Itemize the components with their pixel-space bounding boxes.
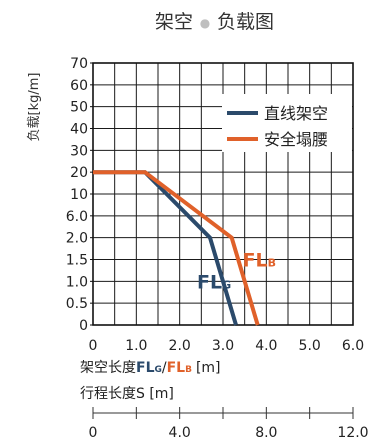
annotation-flb-main: FL (243, 250, 268, 272)
x-tick-label-5: 5.0 (299, 338, 321, 354)
x-axis-ticks: 0 1.0 2.0 3.0 4.0 5.0 6.0 (89, 338, 365, 354)
y-axis-label: 负载[kg/m] (27, 73, 42, 142)
y-axis-ticks: 0 0.5 1.0 1.5 2.0 6.0 10 20 30 40 50 60 70 (66, 56, 93, 334)
y-tick-label-6: 10 (70, 187, 88, 203)
y-tick-label-12: 70 (70, 56, 88, 72)
x-tick-label-3: 3.0 (212, 338, 234, 354)
y-tick-label-1: 0.5 (66, 296, 88, 312)
y-tick-label-9: 40 (70, 122, 88, 138)
x-axis-label-slash: / (162, 360, 167, 376)
y-tick-label-10: 50 (70, 100, 88, 116)
title-separator-dot: ● (200, 16, 210, 30)
x-axis-label-flb-sub: B (185, 365, 192, 375)
x-axis-label-flg-sub: G (154, 365, 161, 375)
x-tick-label-0: 0 (89, 338, 98, 354)
stroke-axis: 0 4.0 8.0 12.0 (89, 407, 369, 441)
annotation-flb: FLB (243, 250, 276, 272)
x-axis-label-flb: FL (167, 360, 186, 376)
series-line-1 (93, 170, 260, 326)
stroke-axis-tick-label-3: 12.0 (337, 425, 368, 441)
x-axis-label-text: 架空长度 (80, 360, 136, 376)
y-tick-label-3: 1.5 (66, 253, 88, 269)
x-tick-label-2: 2.0 (169, 338, 191, 354)
y-tick-label-2: 1.0 (66, 274, 88, 290)
legend-label-straight: 直线架空 (264, 104, 328, 123)
x-axis-label-unit: [m] (196, 360, 221, 376)
title-left-text: 架空 (155, 11, 193, 33)
annotations: FLB FLG (197, 250, 276, 294)
series-lines (93, 170, 260, 326)
annotation-flg-main: FL (197, 271, 222, 293)
title-right-text: 负载图 (217, 11, 274, 33)
x-tick-label-4: 4.0 (255, 338, 277, 354)
stroke-axis-tick-label-1: 4.0 (169, 425, 191, 441)
y-tick-label-5: 6.0 (66, 209, 88, 225)
y-tick-label-11: 60 (70, 78, 88, 94)
chart-title: 架空 ● 负载图 (155, 11, 274, 33)
x-tick-label-6: 6.0 (342, 338, 364, 354)
x-axis-label: 架空长度FLG/FLB [m] (80, 360, 221, 376)
annotation-flb-sub: B (268, 257, 276, 270)
y-tick-label-8: 30 (70, 143, 88, 159)
legend-label-sag: 安全塌腰 (264, 130, 328, 149)
stroke-axis-tick-label-0: 0 (89, 425, 98, 441)
annotation-flg: FLG (197, 271, 231, 293)
y-tick-label-7: 20 (70, 165, 88, 181)
legend-background (222, 94, 352, 152)
annotation-flg-sub: G (222, 278, 231, 291)
x-tick-label-1: 1.0 (125, 338, 147, 354)
stroke-axis-tick-label-2: 8.0 (255, 425, 277, 441)
x-axis-label-flg: FL (136, 360, 155, 376)
y-tick-label-4: 2.0 (66, 231, 88, 247)
legend: 直线架空 安全塌腰 (222, 94, 352, 152)
y-tick-label-0: 0 (79, 318, 88, 334)
stroke-axis-label: 行程长度S [m] (80, 386, 174, 402)
